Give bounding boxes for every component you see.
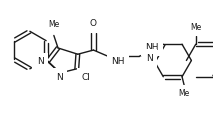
Text: Me: Me [48, 20, 59, 29]
Text: O: O [90, 19, 97, 28]
Text: N: N [37, 57, 43, 66]
Text: NH: NH [145, 43, 159, 52]
Text: Me: Me [178, 89, 190, 98]
Text: Me: Me [190, 23, 201, 32]
Text: Cl: Cl [82, 73, 91, 82]
Text: NH: NH [111, 57, 125, 66]
Text: N: N [56, 73, 62, 82]
Text: N: N [146, 54, 153, 63]
